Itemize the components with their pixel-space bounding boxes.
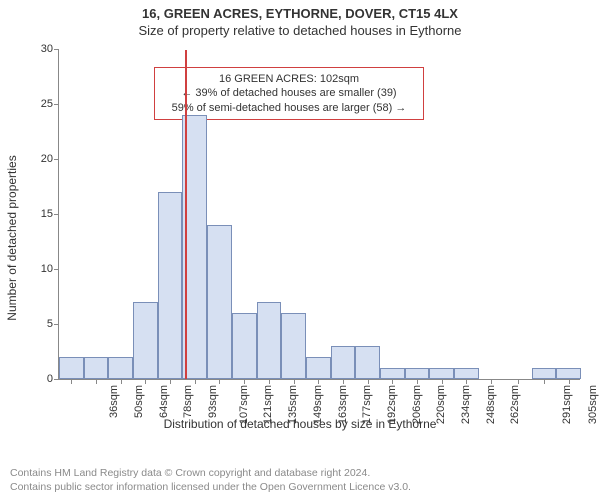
y-tick-label: 20 [41, 153, 53, 165]
annotation-box: 16 GREEN ACRES: 102sqm← 39% of detached … [154, 67, 424, 120]
histogram-bar [405, 368, 430, 379]
histogram-bar [108, 357, 133, 379]
x-tick [121, 379, 122, 384]
y-axis-label: Number of detached properties [5, 155, 19, 320]
reference-line [185, 50, 187, 379]
x-tick [417, 379, 418, 384]
y-tick-mark [54, 324, 59, 325]
plot-area: 16 GREEN ACRES: 102sqm← 39% of detached … [58, 50, 580, 380]
x-tick-label: 234sqm [460, 385, 472, 424]
y-tick-label: 10 [41, 263, 53, 275]
x-tick [318, 379, 319, 384]
y-tick-mark [54, 269, 59, 270]
x-tick [269, 379, 270, 384]
footer-line-2: Contains public sector information licen… [10, 480, 411, 494]
x-tick [96, 379, 97, 384]
histogram-bar [84, 357, 109, 379]
y-tick-label: 15 [41, 208, 53, 220]
x-tick-label: 93sqm [207, 385, 219, 418]
x-axis-label: Distribution of detached houses by size … [164, 417, 437, 431]
y-tick-label: 0 [47, 373, 53, 385]
x-tick-label: 291sqm [561, 385, 573, 424]
histogram-bar [59, 357, 84, 379]
histogram-bar [331, 346, 356, 379]
x-tick-label: 262sqm [510, 385, 522, 424]
annotation-line: 59% of semi-detached houses are larger (… [163, 101, 415, 115]
histogram-bar [133, 302, 158, 379]
footer-line-1: Contains HM Land Registry data © Crown c… [10, 466, 411, 480]
x-tick [466, 379, 467, 384]
histogram-bar [207, 225, 232, 379]
x-tick [518, 379, 519, 384]
histogram-bar [232, 313, 257, 379]
x-tick [569, 379, 570, 384]
histogram-bar [556, 368, 581, 379]
histogram-bar [306, 357, 331, 379]
annotation-line: 16 GREEN ACRES: 102sqm [163, 72, 415, 86]
x-tick [219, 379, 220, 384]
y-tick-mark [54, 214, 59, 215]
x-tick [145, 379, 146, 384]
x-tick [71, 379, 72, 384]
x-tick-label: 50sqm [133, 385, 145, 418]
footer-attribution: Contains HM Land Registry data © Crown c… [10, 466, 411, 494]
histogram-bar [257, 302, 282, 379]
y-tick-mark [54, 379, 59, 380]
y-tick-label: 25 [41, 98, 53, 110]
histogram-bar [355, 346, 380, 379]
histogram-bar [429, 368, 454, 379]
x-tick [368, 379, 369, 384]
x-tick [244, 379, 245, 384]
x-tick [343, 379, 344, 384]
x-tick [170, 379, 171, 384]
chart-title-sub: Size of property relative to detached ho… [0, 23, 600, 38]
histogram-bar [158, 192, 183, 379]
chart-container: Number of detached properties 16 GREEN A… [0, 40, 600, 435]
x-tick [392, 379, 393, 384]
histogram-bar [380, 368, 405, 379]
x-tick [442, 379, 443, 384]
histogram-bar [532, 368, 557, 379]
x-tick [544, 379, 545, 384]
y-tick-label: 30 [41, 43, 53, 55]
y-tick-mark [54, 104, 59, 105]
x-tick-label: 78sqm [182, 385, 194, 418]
x-tick [491, 379, 492, 384]
x-tick [294, 379, 295, 384]
x-tick-label: 64sqm [158, 385, 170, 418]
histogram-bar [454, 368, 479, 379]
y-tick-label: 5 [47, 318, 53, 330]
x-tick-label: 36sqm [108, 385, 120, 418]
histogram-bar [281, 313, 306, 379]
y-tick-mark [54, 49, 59, 50]
annotation-line: ← 39% of detached houses are smaller (39… [163, 86, 415, 100]
chart-title-main: 16, GREEN ACRES, EYTHORNE, DOVER, CT15 4… [0, 6, 600, 21]
x-tick-label: 305sqm [587, 385, 599, 424]
x-tick [195, 379, 196, 384]
x-tick-label: 220sqm [435, 385, 447, 424]
x-tick-label: 248sqm [485, 385, 497, 424]
y-tick-mark [54, 159, 59, 160]
